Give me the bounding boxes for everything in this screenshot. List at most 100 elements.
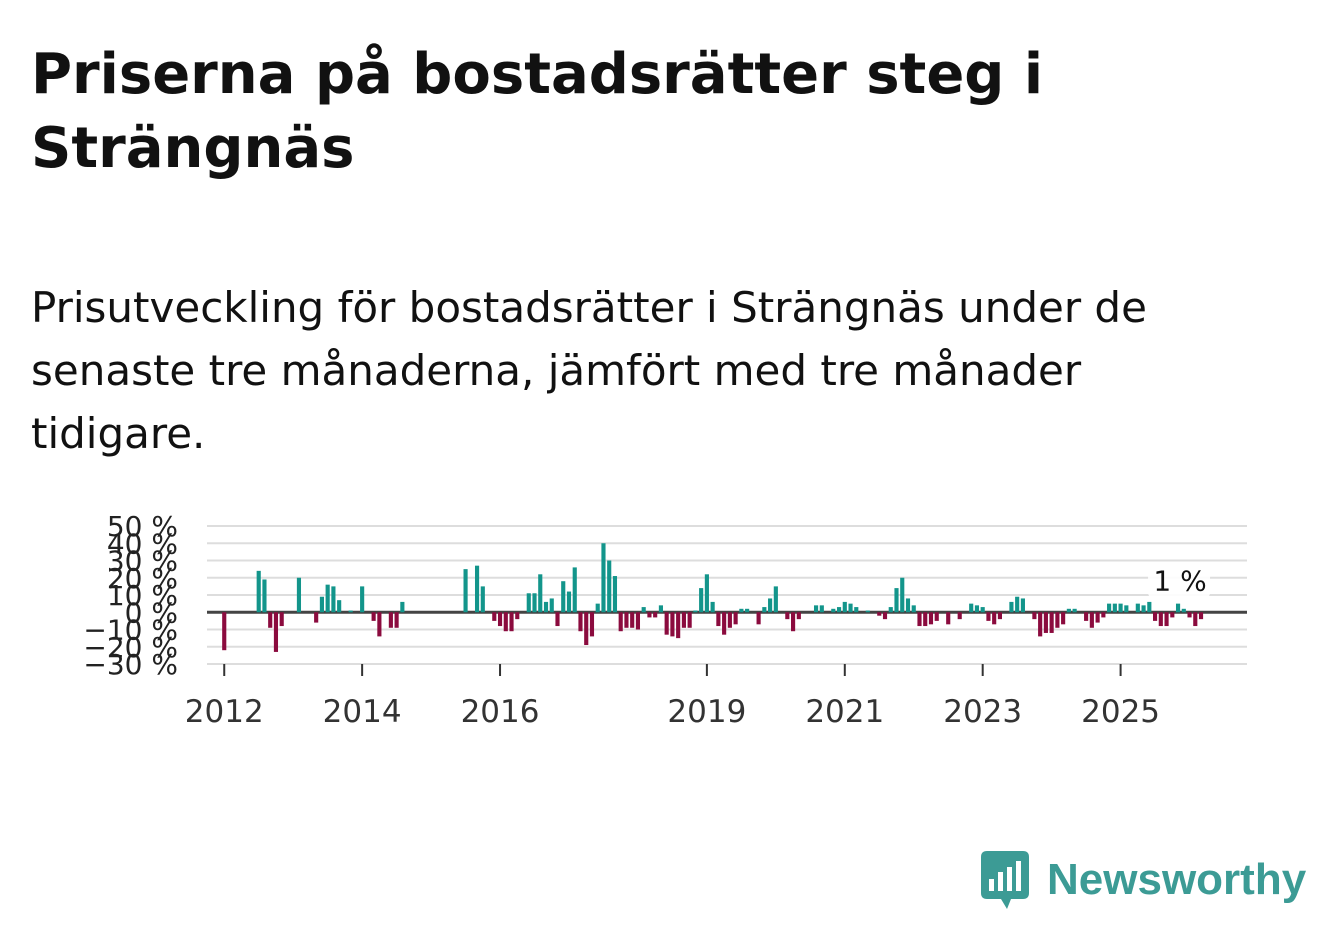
bar	[831, 608, 836, 613]
page-title: Priserna på bostadsrätter steg i Strängn…	[31, 42, 1044, 181]
bar	[1198, 612, 1204, 620]
bar	[796, 612, 801, 620]
bar	[314, 612, 319, 623]
y-tick-label: −20 %	[83, 631, 178, 664]
bar	[1175, 603, 1181, 613]
bar	[1049, 612, 1054, 633]
bar	[371, 612, 376, 621]
bar	[722, 612, 727, 635]
bar	[256, 570, 261, 613]
chart-subtitle: Prisutveckling för bostadsrätter i Strän…	[31, 283, 1147, 458]
bar	[325, 584, 330, 613]
bar	[911, 605, 916, 613]
bar	[739, 608, 744, 613]
x-tick-label: 2012	[185, 694, 264, 730]
x-tick-label: 2014	[323, 694, 402, 730]
bar	[1066, 608, 1071, 613]
bar	[877, 612, 882, 616]
bar	[986, 612, 991, 621]
bar	[773, 586, 778, 613]
y-tick-label: 0 %	[125, 596, 178, 629]
y-tick-label: 10 %	[107, 579, 178, 612]
newsworthy-bar-chart-icon	[981, 851, 1029, 909]
bar	[222, 612, 227, 651]
y-tick-label: −30 %	[83, 648, 178, 681]
bar	[572, 567, 577, 613]
bar	[865, 610, 870, 613]
bar	[699, 588, 704, 613]
bar	[624, 612, 629, 628]
bar	[509, 612, 514, 632]
bar	[813, 605, 819, 613]
bar	[1193, 612, 1198, 627]
bar	[819, 605, 824, 613]
bar	[578, 612, 583, 632]
bar	[997, 612, 1002, 620]
y-tick-label: −10 %	[83, 614, 178, 647]
bar	[1020, 598, 1025, 613]
bar	[279, 612, 284, 627]
bar	[664, 612, 669, 635]
bar	[681, 612, 686, 628]
y-tick-label: 20 %	[107, 562, 178, 595]
bar	[1107, 603, 1112, 613]
bar	[1187, 612, 1192, 618]
bar	[882, 612, 888, 620]
x-tick-label: 2019	[667, 694, 746, 730]
bar	[894, 588, 899, 613]
bar	[296, 577, 302, 613]
bar	[515, 612, 520, 620]
bar	[561, 581, 566, 613]
bar	[555, 612, 560, 627]
y-tick-label: 30 %	[107, 545, 178, 578]
bar-series	[222, 543, 1204, 652]
bar	[923, 612, 928, 627]
bar	[1061, 612, 1066, 625]
bar	[532, 593, 537, 613]
last-value-annotation: 1 %	[1148, 562, 1211, 599]
bar	[1015, 596, 1020, 613]
bar	[745, 608, 750, 613]
x-tick-label: 2023	[943, 694, 1022, 730]
bar	[848, 603, 853, 613]
bar	[687, 612, 692, 628]
bar	[1101, 612, 1106, 618]
bar	[1038, 612, 1043, 637]
bar	[791, 612, 796, 632]
bar	[480, 586, 485, 613]
bar	[733, 612, 738, 625]
annotation-background	[1148, 562, 1211, 599]
bar	[1032, 612, 1037, 620]
x-tick-label: 2021	[805, 694, 884, 730]
bar	[1089, 612, 1094, 628]
bar	[360, 586, 365, 613]
bar	[601, 543, 606, 613]
bar	[1135, 603, 1140, 613]
bar	[549, 598, 554, 613]
bar	[394, 612, 399, 628]
bar	[630, 612, 635, 628]
bar	[1147, 601, 1152, 613]
y-tick-label: 50 %	[107, 510, 178, 543]
bar	[1164, 612, 1169, 627]
newsworthy-logo: Newsworthy	[981, 851, 1306, 909]
bar	[676, 612, 681, 639]
bar	[1153, 612, 1158, 621]
bar	[980, 607, 985, 613]
bar	[974, 605, 980, 613]
bar	[900, 577, 905, 613]
bar	[785, 612, 790, 620]
bar	[607, 560, 612, 613]
bar	[693, 610, 698, 613]
bar	[1124, 605, 1129, 613]
bar	[388, 612, 393, 628]
bar	[928, 612, 934, 625]
bar	[262, 579, 267, 613]
bar	[319, 596, 324, 613]
bar	[992, 612, 997, 625]
annotation-label: 1 %	[1153, 565, 1206, 598]
bar	[1158, 612, 1163, 627]
bar	[969, 603, 974, 613]
bar	[762, 607, 767, 613]
bar	[727, 612, 732, 628]
